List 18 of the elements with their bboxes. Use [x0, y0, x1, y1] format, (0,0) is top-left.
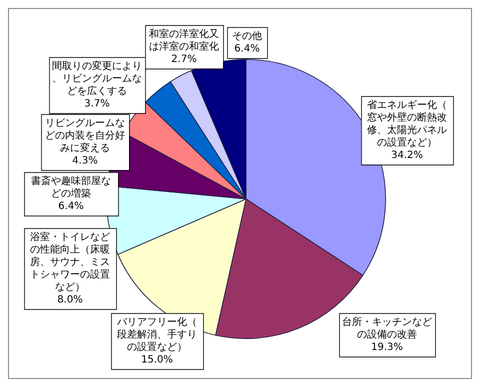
data-label: 6.4% — [58, 200, 84, 212]
data-label: 19.3% — [371, 342, 403, 353]
slice-label: 台所・キッチンなどの設備の改善 — [342, 316, 432, 340]
data-label: 15.0% — [141, 354, 173, 366]
data-label: 34.2% — [391, 150, 423, 161]
slice-label: 間取りの変更により、リビングルームなどを広くする — [52, 60, 142, 97]
slice-label: リビングルームなどの内装を自分好みに変える — [45, 118, 125, 154]
slice-label: 書斎や趣味部屋などの増築 — [31, 174, 111, 200]
slice-label: 和室の洋室化又は洋室の和室化 — [149, 28, 219, 52]
slice-label: 浴室・トイレなどの性能向上（床暖房、サウナ、ミストシャワーの設置など） — [30, 230, 110, 293]
data-label: 4.3% — [72, 155, 98, 166]
data-label: 2.7% — [171, 54, 197, 65]
slice-label: バリアフリー化（段差解消、手すりの設置など） — [116, 316, 197, 353]
slice-label: その他 — [232, 30, 262, 42]
data-label: 3.7% — [84, 98, 110, 110]
slice-label: 省エネルギー化（窓や外壁の断熱改修、太陽光パネルの設置など） — [367, 98, 447, 148]
data-label: 8.0% — [57, 294, 83, 306]
data-label: 6.4% — [234, 43, 260, 54]
